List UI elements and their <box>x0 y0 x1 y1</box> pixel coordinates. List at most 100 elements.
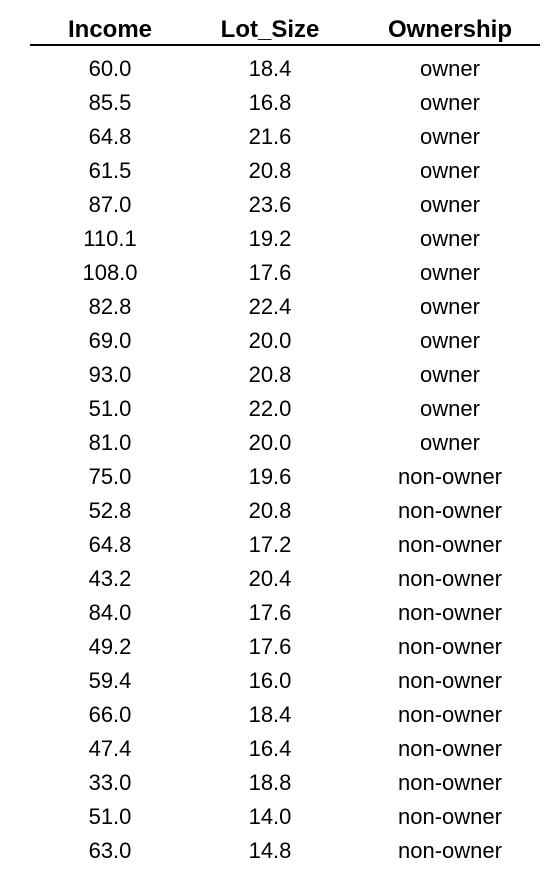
table-row: 43.2 20.4 non-owner <box>0 562 560 596</box>
cell-income: 69.0 <box>88 328 132 353</box>
cell-lot-size: 20.8 <box>248 362 292 387</box>
table-row: 63.0 14.8 non-owner <box>0 834 560 868</box>
cell-lot-size: 19.6 <box>248 464 292 489</box>
cell-income: 63.0 <box>88 838 132 863</box>
header-rule <box>30 44 540 46</box>
cell-ownership: non-owner <box>398 702 502 727</box>
cell-ownership: non-owner <box>398 804 502 829</box>
cell-income: 49.2 <box>88 634 132 659</box>
cell-ownership: non-owner <box>398 634 502 659</box>
cell-income: 93.0 <box>88 362 132 387</box>
table-row: 64.8 17.2 non-owner <box>0 528 560 562</box>
table-row: 84.0 17.6 non-owner <box>0 596 560 630</box>
cell-ownership: owner <box>420 158 480 183</box>
table-row: 49.2 17.6 non-owner <box>0 630 560 664</box>
cell-income: 110.1 <box>83 226 137 251</box>
table-row: 82.8 22.4 owner <box>0 290 560 324</box>
table-row: 52.8 20.8 non-owner <box>0 494 560 528</box>
table-row: 87.0 23.6 owner <box>0 188 560 222</box>
cell-income: 84.0 <box>88 600 132 625</box>
table-row: 93.0 20.8 owner <box>0 358 560 392</box>
cell-income: 47.4 <box>88 736 132 761</box>
cell-income: 81.0 <box>88 430 132 455</box>
cell-ownership: owner <box>420 294 480 319</box>
cell-income: 51.0 <box>88 804 132 829</box>
cell-lot-size: 20.8 <box>248 498 292 523</box>
table-row: 66.0 18.4 non-owner <box>0 698 560 732</box>
cell-lot-size: 14.8 <box>248 838 292 863</box>
table-row: 85.5 16.8 owner <box>0 86 560 120</box>
cell-lot-size: 23.6 <box>248 192 292 217</box>
cell-income: 66.0 <box>88 702 132 727</box>
cell-lot-size: 17.6 <box>248 634 292 659</box>
cell-income: 51.0 <box>88 396 132 421</box>
cell-ownership: non-owner <box>398 532 502 557</box>
cell-ownership: owner <box>420 430 480 455</box>
cell-income: 43.2 <box>88 566 132 591</box>
column-header-income: Income <box>67 16 153 43</box>
cell-ownership: owner <box>420 90 480 115</box>
table-body: 60.0 18.4 owner 85.5 16.8 owner 64.8 21.6 owner 6… <box>0 52 560 868</box>
cell-lot-size: 21.6 <box>248 124 292 149</box>
table-row: 51.0 14.0 non-owner <box>0 800 560 834</box>
table-row: 33.0 18.8 non-owner <box>0 766 560 800</box>
cell-lot-size: 18.4 <box>248 56 292 81</box>
cell-lot-size: 22.0 <box>248 396 292 421</box>
cell-income: 75.0 <box>88 464 132 489</box>
cell-income: 85.5 <box>88 90 132 115</box>
cell-income: 64.8 <box>88 532 132 557</box>
cell-ownership: owner <box>420 396 480 421</box>
cell-lot-size: 17.6 <box>248 600 292 625</box>
cell-ownership: owner <box>420 226 480 251</box>
cell-lot-size: 20.4 <box>248 566 292 591</box>
cell-ownership: non-owner <box>398 600 502 625</box>
cell-lot-size: 18.4 <box>248 702 292 727</box>
cell-lot-size: 20.0 <box>248 430 292 455</box>
cell-lot-size: 18.8 <box>248 770 292 795</box>
cell-lot-size: 16.4 <box>248 736 292 761</box>
cell-ownership: non-owner <box>398 668 502 693</box>
table-row: 47.4 16.4 non-owner <box>0 732 560 766</box>
cell-ownership: non-owner <box>398 464 502 489</box>
cell-lot-size: 16.8 <box>248 90 292 115</box>
cell-lot-size: 22.4 <box>248 294 292 319</box>
cell-income: 60.0 <box>88 56 132 81</box>
table-row: 110.1 19.2 owner <box>0 222 560 256</box>
cell-lot-size: 17.2 <box>248 532 292 557</box>
cell-ownership: owner <box>420 260 480 285</box>
cell-income: 87.0 <box>88 192 132 217</box>
table-row: 59.4 16.0 non-owner <box>0 664 560 698</box>
table-row: 69.0 20.0 owner <box>0 324 560 358</box>
table-header: Income Lot_Size Ownership <box>0 16 560 44</box>
table-row: 81.0 20.0 owner <box>0 426 560 460</box>
cell-income: 82.8 <box>88 294 132 319</box>
cell-ownership: non-owner <box>398 566 502 591</box>
cell-lot-size: 20.8 <box>248 158 292 183</box>
cell-lot-size: 17.6 <box>248 260 292 285</box>
cell-ownership: non-owner <box>398 736 502 761</box>
cell-ownership: non-owner <box>398 498 502 523</box>
table-row: 51.0 22.0 owner <box>0 392 560 426</box>
cell-lot-size: 16.0 <box>248 668 292 693</box>
cell-income: 52.8 <box>88 498 132 523</box>
cell-lot-size: 14.0 <box>248 804 292 829</box>
cell-income: 64.8 <box>88 124 132 149</box>
column-header-lot-size: Lot_Size <box>220 16 320 43</box>
cell-ownership: owner <box>420 362 480 387</box>
table-row: 75.0 19.6 non-owner <box>0 460 560 494</box>
cell-ownership: owner <box>420 328 480 353</box>
cell-lot-size: 20.0 <box>248 328 292 353</box>
cell-lot-size: 19.2 <box>248 226 292 251</box>
cell-income: 59.4 <box>88 668 132 693</box>
table-row: 64.8 21.6 owner <box>0 120 560 154</box>
table-row: 60.0 18.4 owner <box>0 52 560 86</box>
cell-ownership: owner <box>420 124 480 149</box>
cell-ownership: owner <box>420 56 480 81</box>
cell-income: 108.0 <box>82 260 138 285</box>
column-header-ownership: Ownership <box>387 16 513 43</box>
table-row: 108.0 17.6 owner <box>0 256 560 290</box>
table-row: 61.5 20.8 owner <box>0 154 560 188</box>
cell-income: 61.5 <box>88 158 132 183</box>
cell-ownership: non-owner <box>398 838 502 863</box>
cell-income: 33.0 <box>88 770 132 795</box>
